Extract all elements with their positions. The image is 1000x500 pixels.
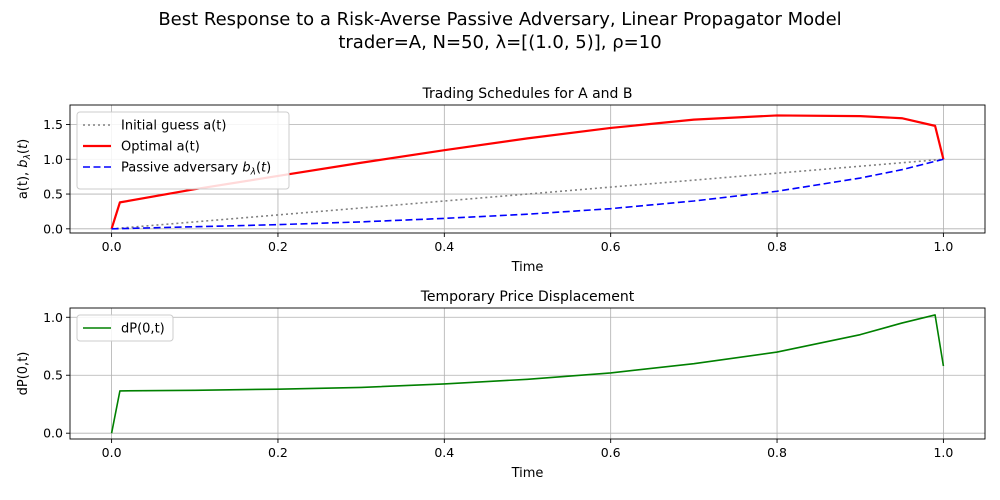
series-line-0	[111, 158, 944, 230]
suptitle-line-1: Best Response to a Risk-Averse Passive A…	[158, 9, 841, 30]
series-line-0	[110, 314, 945, 434]
legend-label-1: Optimal a(t)	[121, 140, 200, 155]
y-tick-label-1: 0.5	[43, 187, 63, 202]
x-tick-label-4: 0.8	[767, 445, 787, 460]
x-tick-label-1: 0.2	[268, 239, 288, 254]
y-tick-label-3: 1.5	[43, 117, 63, 132]
y-axis-label-1: dP(0,t)	[16, 352, 31, 396]
x-tick-label-2: 0.4	[434, 239, 454, 254]
axes-title-0: Trading Schedules for A and B	[421, 86, 632, 102]
y-axis-label-0: a(t), bλ(t)	[16, 139, 33, 199]
y-tick-label-0: 0.0	[43, 426, 63, 441]
series-group-1	[110, 314, 945, 434]
axes-frame-1	[69, 307, 986, 440]
x-tick-label-0: 0.0	[102, 445, 122, 460]
x-axis-label-1: Time	[511, 466, 544, 481]
series-line-2	[111, 158, 944, 230]
panel-price-displacement: Temporary Price Displacement 0.0 0.2 0.4 0.6…	[16, 289, 986, 481]
legend-label-0: Initial guess a(t)	[121, 119, 226, 134]
panel-trading-schedules: Trading Schedules for A and B 0.0 0.2 0.4 0.…	[16, 86, 986, 275]
x-tick-label-3: 0.6	[601, 239, 621, 254]
axes-title-1: Temporary Price Displacement	[420, 289, 635, 305]
legend-box-1	[76, 314, 174, 342]
legend-label-0: dP(0,t)	[121, 322, 165, 337]
legend-box-0	[76, 111, 290, 190]
x-tick-label-1: 0.2	[268, 445, 288, 460]
y-tick-label-2: 1.0	[43, 310, 63, 325]
x-axis-label-0: Time	[511, 260, 544, 275]
suptitle-line-2: trader=A, N=50, λ=[(1.0, 5)], ρ=10	[338, 32, 661, 53]
x-tick-label-0: 0.0	[102, 239, 122, 254]
x-tick-label-5: 1.0	[933, 239, 953, 254]
y-tick-label-2: 1.0	[43, 152, 63, 167]
y-tick-label-1: 0.5	[43, 368, 63, 383]
y-tick-label-0: 0.0	[43, 221, 63, 236]
x-tick-label-3: 0.6	[601, 445, 621, 460]
x-tick-label-2: 0.4	[434, 445, 454, 460]
x-tick-label-4: 0.8	[767, 239, 787, 254]
axes-frame-0	[69, 104, 986, 234]
legend-label-2: Passive adversary bλ(t)	[121, 161, 271, 178]
x-tick-label-5: 1.0	[933, 445, 953, 460]
